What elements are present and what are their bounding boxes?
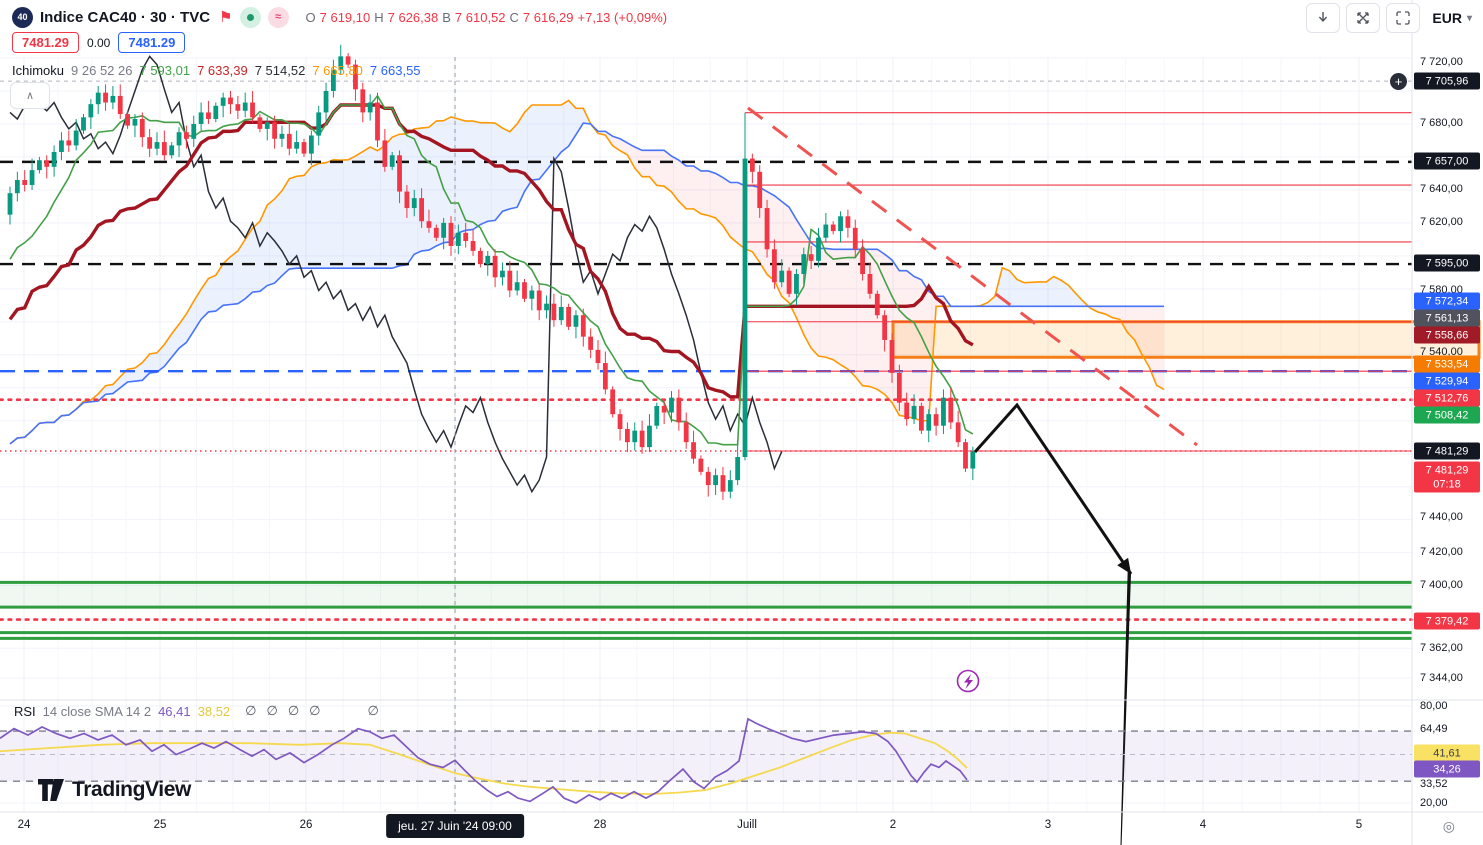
indicator-name: Ichimoku <box>12 63 65 78</box>
rsi-name: RSI <box>14 703 36 719</box>
flag-icon[interactable]: ⚑ <box>219 9 233 26</box>
ichimoku-legend[interactable]: Ichimoku 9 26 52 26 7 593,01 7 633,39 7 … <box>12 63 421 78</box>
axis-settings-icon[interactable]: ◎ <box>1442 818 1455 834</box>
price-axis-label: 7 344,00 <box>1420 672 1463 684</box>
approx-icon[interactable]: ≈ <box>267 6 289 28</box>
symbol-header: 40 Indice CAC40 · 30 · TVC ⚑ ≈ O 7 619,1… <box>12 6 667 28</box>
time-axis-label: 24 <box>17 819 31 831</box>
price-axis-label: 64,49 <box>1420 723 1448 735</box>
currency-value: EUR <box>1432 10 1462 26</box>
change-value: +7,13 (+0,09%) <box>577 9 668 25</box>
time-axis-label: 3 <box>1044 819 1052 831</box>
fullscreen-button[interactable] <box>1386 3 1421 33</box>
maximize-button[interactable] <box>1346 3 1381 33</box>
tradingview-logo-text: TradingView <box>72 778 191 801</box>
sell-button[interactable]: 7481.29 <box>12 32 79 53</box>
time-axis-label: 28 <box>593 819 607 831</box>
price-axis-label: 7 512,76 <box>1414 389 1480 407</box>
price-axis-label: 33,52 <box>1420 778 1448 790</box>
symbol-title[interactable]: Indice CAC40 · 30 · TVC <box>40 8 211 26</box>
kijun-value: 7 633,39 <box>197 63 248 78</box>
price-axis-label: 7 481,29 <box>1414 442 1480 460</box>
time-axis-label: 26 <box>299 819 313 831</box>
price-axis-label: 7 533,54 <box>1414 355 1480 373</box>
low-value: 7 610,52 <box>454 9 506 25</box>
open-value: 7 619,10 <box>319 9 371 25</box>
open-label: O <box>305 9 316 25</box>
market-status-icon[interactable] <box>239 6 261 28</box>
price-axis-label: 7 540,00 <box>1420 346 1463 358</box>
time-axis-label: Juill <box>737 819 757 831</box>
senkou-a-value: 7 665,80 <box>312 63 363 78</box>
price-axis-label: 20,00 <box>1420 797 1448 809</box>
plus-button[interactable]: + <box>1390 73 1407 90</box>
high-label: H <box>374 9 384 25</box>
tenkan-value: 7 593,01 <box>139 63 191 78</box>
price-axis-label: 41,61 <box>1414 744 1480 762</box>
chikou-value: 7 514,52 <box>254 63 306 78</box>
price-axis-label: 7 720,00 <box>1420 56 1463 68</box>
price-axis-label: 7 379,42 <box>1414 612 1480 630</box>
low-label: B <box>442 9 451 25</box>
close-value: 7 616,29 <box>522 9 574 25</box>
collapse-legend-button[interactable]: ∧ <box>10 82 50 109</box>
spread-value: 0.00 <box>87 35 111 50</box>
price-axis-label: 7 362,00 <box>1420 642 1463 654</box>
price-axis-label: 7 529,94 <box>1414 372 1480 390</box>
price-axis-label: 7 620,00 <box>1420 216 1463 228</box>
indicator-params: 9 26 52 26 <box>71 63 133 78</box>
download-button[interactable] <box>1306 3 1341 33</box>
empty-set-icons: ∅∅∅∅ <box>245 703 331 718</box>
price-axis-label: 7 508,42 <box>1414 406 1480 424</box>
price-axis-label: 7 640,00 <box>1420 183 1463 195</box>
price-axis-label: 7 595,00 <box>1414 254 1480 272</box>
symbol-logo: 40 <box>12 6 33 28</box>
price-axis-label: 7 400,00 <box>1420 579 1463 591</box>
price-axis-label: 7 680,00 <box>1420 117 1463 129</box>
price-axis-label: 7 420,00 <box>1420 546 1463 558</box>
price-axis-label: 80,00 <box>1420 700 1448 712</box>
close-label: C <box>509 9 519 25</box>
time-axis-label: 2 <box>889 819 897 831</box>
price-axis-label: 7 572,34 <box>1414 292 1480 310</box>
rsi-legend[interactable]: RSI 14 close SMA 14 2 46,41 38,52 ∅∅∅∅ ∅ <box>14 703 379 719</box>
price-axis-label: 34,26 <box>1414 760 1480 778</box>
ohlc-readout: O 7 619,10 H 7 626,38 B 7 610,52 C 7 616… <box>306 10 668 25</box>
time-axis-label: 5 <box>1355 819 1363 831</box>
chevron-down-icon: ▾ <box>1466 12 1472 24</box>
price-axis-label: 7 705,96 <box>1414 72 1480 90</box>
price-axis-label: 7 440,00 <box>1420 511 1463 523</box>
download-icon <box>1319 12 1328 23</box>
high-value: 7 626,38 <box>387 9 439 25</box>
fullscreen-icon <box>1396 11 1411 25</box>
maximize-icon <box>1357 12 1370 24</box>
chart-toolbar: EUR ▾ <box>1306 3 1478 33</box>
senkou-b-value: 7 663,55 <box>369 63 421 78</box>
quote-bar: 7481.29 0.00 7481.29 <box>12 32 186 53</box>
rsi-value: 46,41 <box>158 703 191 719</box>
price-axis-label: 7 561,13 <box>1414 309 1480 327</box>
tradingview-logo[interactable]: TradingView <box>38 778 191 802</box>
price-axis-label: 7 657,00 <box>1414 152 1480 170</box>
buy-button[interactable]: 7481.29 <box>118 32 186 53</box>
tradingview-logo-icon <box>38 779 64 801</box>
currency-selector[interactable]: EUR ▾ <box>1426 4 1478 32</box>
time-axis-label: 4 <box>1199 819 1207 831</box>
rsi-sma-value: 38,52 <box>197 703 231 719</box>
rsi-params: 14 close SMA 14 2 <box>42 703 152 719</box>
empty-set-icon-far: ∅ <box>367 703 379 718</box>
price-axis-label: 7 481,29 07:18 <box>1414 461 1480 493</box>
crosshair-time-label: jeu. 27 Juin '24 09:00 <box>386 814 524 838</box>
price-axis-label: 7 558,66 <box>1414 326 1480 344</box>
time-axis-label: 25 <box>153 819 167 831</box>
